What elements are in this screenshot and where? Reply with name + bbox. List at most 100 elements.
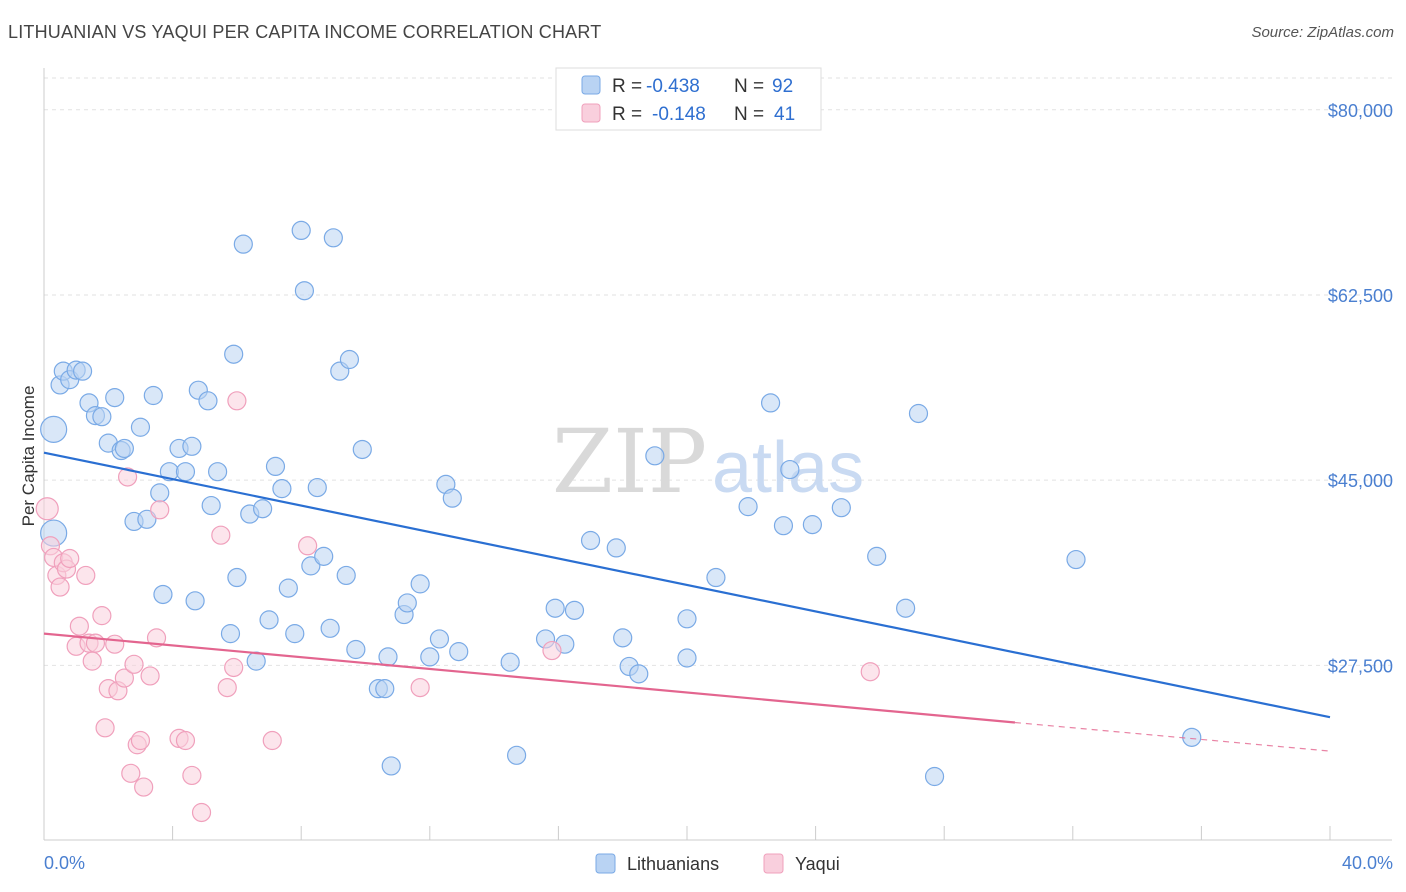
chart-source: Source: ZipAtlas.com bbox=[1251, 24, 1394, 41]
legend-n-label-1: N = bbox=[734, 76, 764, 97]
point-lithuanians bbox=[130, 417, 151, 437]
point-lithuanians bbox=[320, 618, 340, 638]
point-lithuanians bbox=[208, 462, 228, 482]
point-yaqui bbox=[224, 657, 244, 678]
point-lithuanians bbox=[375, 679, 395, 699]
point-lithuanians bbox=[924, 766, 945, 787]
legend-n-value-1: 92 bbox=[772, 76, 793, 97]
point-lithuanians bbox=[175, 462, 196, 482]
point-lithuanians bbox=[224, 344, 244, 364]
point-lithuanians bbox=[137, 509, 157, 529]
point-lithuanians bbox=[40, 415, 68, 443]
point-lithuanians bbox=[802, 515, 822, 535]
watermark: ZIP atlas bbox=[552, 410, 864, 513]
point-lithuanians bbox=[346, 639, 366, 660]
legend-r-label-1: R = bbox=[612, 76, 642, 97]
point-lithuanians bbox=[352, 439, 372, 460]
point-yaqui bbox=[50, 577, 70, 597]
point-lithuanians bbox=[246, 651, 266, 671]
point-lithuanians bbox=[265, 456, 286, 477]
point-lithuanians bbox=[545, 598, 565, 618]
point-yaqui bbox=[150, 500, 170, 520]
point-lithuanians bbox=[220, 624, 241, 644]
point-lithuanians bbox=[301, 556, 321, 576]
point-lithuanians bbox=[500, 652, 520, 672]
y-tick-label: $80,000 bbox=[1328, 101, 1393, 121]
point-yaqui bbox=[60, 548, 80, 569]
point-lithuanians bbox=[613, 628, 633, 648]
point-yaqui bbox=[117, 467, 138, 487]
point-lithuanians bbox=[410, 574, 430, 594]
point-lithuanians bbox=[773, 516, 794, 536]
point-lithuanians bbox=[92, 407, 112, 427]
point-lithuanians bbox=[429, 629, 450, 649]
bottom-legend-label-yaqui: Yaqui bbox=[795, 854, 840, 874]
point-lithuanians bbox=[564, 600, 585, 620]
point-lithuanians bbox=[378, 647, 398, 667]
point-yaqui bbox=[146, 628, 167, 648]
point-lithuanians bbox=[1066, 549, 1086, 570]
x-tick-max: 40.0% bbox=[1342, 853, 1393, 873]
point-lithuanians bbox=[381, 756, 401, 776]
point-lithuanians bbox=[580, 530, 601, 551]
point-lithuanians bbox=[336, 565, 356, 586]
x-tick-min: 0.0% bbox=[44, 853, 85, 873]
point-lithuanians bbox=[72, 361, 93, 381]
point-lithuanians bbox=[150, 483, 170, 503]
point-lithuanians bbox=[442, 488, 462, 508]
point-lithuanians bbox=[201, 495, 221, 516]
point-lithuanians bbox=[1182, 727, 1202, 747]
point-yaqui bbox=[140, 666, 160, 686]
trend-line-yaqui bbox=[43, 632, 1016, 724]
watermark-zip: ZIP bbox=[552, 410, 707, 513]
point-lithuanians bbox=[896, 598, 916, 618]
point-lithuanians bbox=[278, 578, 298, 598]
point-yaqui bbox=[262, 730, 282, 751]
point-lithuanians bbox=[706, 567, 726, 588]
point-lithuanians bbox=[272, 479, 292, 499]
legend-swatch-lithuanians bbox=[581, 75, 601, 95]
legend-n-label-2: N = bbox=[734, 104, 764, 125]
point-yaqui bbox=[105, 634, 125, 654]
bottom-legend-label-lithuanians: Lithuanians bbox=[627, 854, 719, 874]
point-lithuanians bbox=[629, 664, 649, 684]
point-yaqui bbox=[82, 651, 102, 671]
point-lithuanians bbox=[908, 403, 929, 424]
y-tick-labels: $80,000 $62,500 $45,000 $27,500 bbox=[1328, 101, 1393, 677]
point-yaqui bbox=[860, 662, 880, 682]
point-yaqui bbox=[92, 606, 112, 626]
point-yaqui bbox=[134, 777, 154, 797]
legend-r-value-2: -0.148 bbox=[652, 104, 706, 125]
point-yaqui bbox=[175, 730, 196, 751]
trend-lines bbox=[43, 451, 1331, 752]
point-lithuanians bbox=[143, 385, 163, 406]
point-lithuanians bbox=[339, 349, 360, 370]
point-lithuanians bbox=[677, 609, 697, 629]
y-tick-label: $62,500 bbox=[1328, 286, 1393, 306]
point-lithuanians bbox=[507, 745, 527, 765]
correlation-legend: R = -0.438 N = 92 R = -0.148 N = 41 bbox=[555, 67, 822, 131]
point-lithuanians bbox=[307, 477, 327, 498]
point-yaqui bbox=[114, 668, 134, 688]
point-lithuanians bbox=[105, 388, 125, 408]
point-lithuanians bbox=[253, 499, 273, 519]
point-lithuanians bbox=[738, 497, 758, 517]
point-yaqui bbox=[542, 640, 562, 661]
axes bbox=[43, 68, 1392, 841]
point-lithuanians bbox=[114, 438, 134, 459]
point-lithuanians bbox=[677, 648, 697, 668]
legend-r-value-1: -0.438 bbox=[646, 76, 700, 97]
point-yaqui bbox=[69, 616, 89, 636]
point-lithuanians bbox=[198, 391, 218, 411]
legend-swatch-yaqui bbox=[581, 103, 601, 123]
point-yaqui bbox=[124, 654, 144, 674]
bottom-legend-swatch-yaqui bbox=[763, 853, 784, 874]
point-lithuanians bbox=[291, 220, 311, 240]
point-yaqui bbox=[35, 497, 59, 521]
point-lithuanians bbox=[831, 498, 851, 518]
point-lithuanians bbox=[227, 567, 247, 588]
point-lithuanians bbox=[323, 228, 343, 248]
point-yaqui bbox=[298, 536, 318, 556]
point-lithuanians bbox=[185, 591, 205, 611]
